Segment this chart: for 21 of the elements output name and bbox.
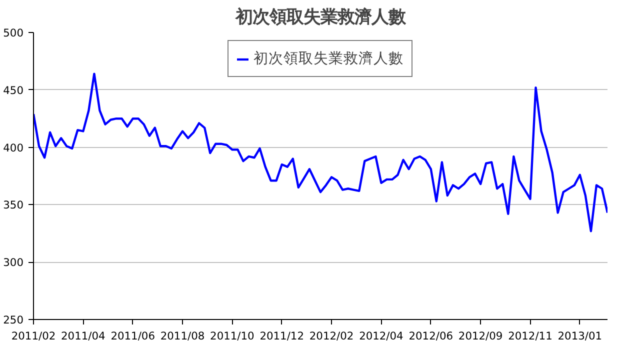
legend-label: 初次領取失業救濟人數 [254, 49, 404, 68]
x-tick-label: 2011/06 [110, 330, 156, 342]
x-tick-label: 2011/08 [160, 330, 205, 342]
y-tick-label: 400 [3, 141, 24, 154]
y-tick-label: 450 [3, 84, 24, 97]
x-tick-label: 2011/12 [260, 330, 304, 342]
x-tick-label: 2012/04 [359, 330, 404, 342]
y-tick-label: 350 [3, 198, 24, 212]
x-tick-label: 2012/02 [309, 330, 354, 342]
x-tick-label: 2012/06 [408, 330, 454, 342]
y-tick-label: 300 [3, 256, 24, 270]
line-series [34, 72, 608, 232]
x-tick-label: 2011/10 [210, 330, 255, 342]
x-tick-label: 2011/04 [61, 330, 106, 342]
chart-title: 初次領取失業救濟人數 [234, 8, 406, 28]
y-tick-label: 500 [3, 26, 24, 40]
x-tick-label: 2012/09 [458, 330, 503, 342]
x-tick-label: 2013/01 [558, 330, 602, 342]
y-tick-label: 250 [3, 314, 24, 326]
x-tick-label: 2011/02 [11, 330, 56, 342]
x-tick-label: 2012/11 [508, 330, 552, 342]
